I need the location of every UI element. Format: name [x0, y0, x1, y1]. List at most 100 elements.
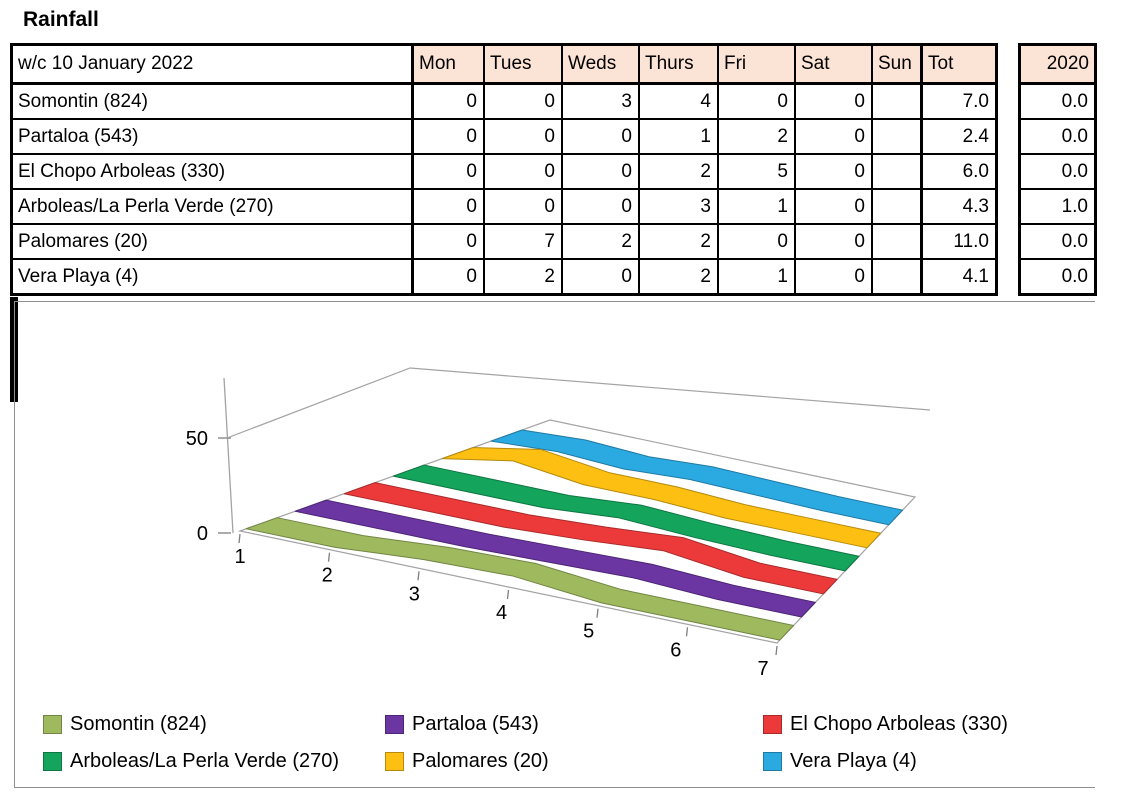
rain-value-cell: 0 [561, 258, 640, 296]
totals-header: Tot [920, 43, 998, 85]
rain-value-cell: 0 [794, 223, 873, 260]
category-axis-tick [596, 608, 599, 618]
x-tick-label: 5 [583, 621, 594, 643]
rain-value-cell: 1 [638, 118, 719, 155]
legend-label: El Chopo Arboleas (330) [790, 713, 1008, 735]
rain-value-cell: 0 [561, 153, 640, 190]
rain-value-cell: 4 [638, 82, 719, 120]
week-commencing-header: w/c 10 January 2022 [10, 43, 414, 85]
rain-value-cell: 7 [483, 223, 563, 260]
legend-item: El Chopo Arboleas (330) [763, 706, 1093, 743]
rain-value-cell: 2 [638, 223, 719, 260]
year-2020-row: 0.0 [1018, 153, 1097, 190]
rain-value-cell: 2 [483, 258, 563, 296]
year-2020-value-cell: 0.0 [1018, 153, 1097, 190]
location-name-cell: Palomares (20) [10, 223, 414, 260]
category-axis-tick [417, 571, 420, 581]
totals-row: 4.3 [920, 188, 998, 225]
legend-label: Arboleas/La Perla Verde (270) [70, 750, 340, 772]
legend-label: Vera Playa (4) [790, 750, 917, 772]
table-row: Palomares (20)0722000 [10, 223, 959, 260]
x-tick-label: 1 [234, 546, 245, 568]
ribbon-series-5 [441, 447, 882, 549]
rain-value-cell: 0 [483, 118, 563, 155]
legend-item: Somontin (824) [43, 706, 385, 743]
legend-label: Partaloa (543) [412, 713, 539, 735]
table-row: Partaloa (543)0001200 [10, 118, 959, 155]
x-tick-label: 2 [322, 565, 333, 587]
category-axis-tick [775, 645, 778, 656]
page-title: Rainfall [23, 8, 99, 31]
legend-item: Palomares (20) [385, 743, 763, 780]
total-value-cell: 2.4 [920, 118, 998, 155]
year-2020-value-cell: 0.0 [1018, 258, 1097, 296]
rain-value-cell: 0 [483, 188, 563, 225]
rain-value-cell: 0 [411, 153, 485, 190]
y-tick-label: 0 [197, 523, 208, 545]
year-2020-table: 2020 0.0 0.0 0.0 1.0 0.0 0.0 [1018, 43, 1097, 296]
rain-value-cell: 0 [794, 188, 873, 225]
year-2020-value-cell: 0.0 [1018, 82, 1097, 120]
legend-swatch [763, 715, 782, 734]
category-axis-tick [327, 552, 331, 562]
ribbon-series-3 [343, 482, 838, 595]
value-axis-line [223, 377, 234, 534]
x-tick-label: 4 [496, 602, 507, 624]
totals-table: Tot 7.0 2.4 6.0 4.3 11.0 4.1 [920, 43, 998, 296]
day-header-thurs: Thurs [638, 43, 719, 85]
year-2020-value-cell: 0.0 [1018, 118, 1097, 155]
legend-swatch [385, 715, 404, 734]
rain-value-cell: 0 [794, 82, 873, 120]
ribbon-series-4 [392, 464, 860, 572]
rain-value-cell: 0 [411, 223, 485, 260]
year-2020-row: 0.0 [1018, 82, 1097, 120]
rainfall-table: w/c 10 January 2022 Mon Tues Weds Thurs Fri Sa… [10, 43, 959, 296]
totals-row: 2.4 [920, 118, 998, 155]
legend-label: Somontin (824) [70, 713, 207, 735]
total-value-cell: 4.1 [920, 258, 998, 296]
location-name-cell: Arboleas/La Perla Verde (270) [10, 188, 414, 225]
year-2020-row: 0.0 [1018, 223, 1097, 260]
rainfall-3d-area-chart: 1 2 3 4 5 6 7 0 50 [186, 367, 931, 680]
ribbon-series-2 [294, 499, 816, 618]
day-header-sat: Sat [794, 43, 873, 85]
legend-item: Partaloa (543) [385, 706, 763, 743]
rain-value-cell: 3 [561, 82, 640, 120]
rain-value-cell: 0 [794, 153, 873, 190]
rain-value-cell: 0 [483, 153, 563, 190]
year-2020-row: 0.0 [1018, 118, 1097, 155]
category-axis-tick [506, 589, 510, 600]
table-row: El Chopo Arboleas (330)0002500 [10, 153, 959, 190]
rain-value-cell: 2 [717, 118, 796, 155]
year-2020-value-cell: 1.0 [1018, 188, 1097, 225]
chart-border-frame [14, 301, 1095, 788]
rain-value-cell: 0 [794, 258, 873, 296]
legend-item: Vera Playa (4) [763, 743, 1093, 780]
rain-value-cell: 0 [411, 118, 485, 155]
table-row: Somontin (824)0034000 [10, 82, 959, 120]
category-axis-tick [238, 533, 241, 544]
totals-row: 6.0 [920, 153, 998, 190]
location-name-cell: Vera Playa (4) [10, 258, 414, 296]
legend-swatch [43, 715, 62, 734]
rain-value-cell: 0 [717, 82, 796, 120]
year-2020-header: 2020 [1018, 43, 1097, 85]
total-value-cell: 4.3 [920, 188, 998, 225]
rain-value-cell: 0 [411, 188, 485, 225]
category-axis-tick [685, 627, 689, 637]
legend-label: Palomares (20) [412, 750, 549, 772]
legend-swatch [385, 752, 404, 771]
totals-row: 7.0 [920, 82, 998, 120]
table-row: Vera Playa (4)0202100 [10, 258, 959, 296]
total-value-cell: 11.0 [920, 223, 998, 260]
gridline-50 [226, 367, 931, 439]
rain-value-cell: 0 [483, 82, 563, 120]
chart-legend: Somontin (824) Partaloa (543) El Chopo Arb… [43, 706, 1093, 780]
x-tick-label: 6 [670, 639, 681, 661]
y-tick-label: 50 [186, 428, 208, 450]
rain-value-cell: 0 [717, 223, 796, 260]
year-2020-row: 0.0 [1018, 258, 1097, 296]
rain-value-cell: 3 [638, 188, 719, 225]
year-2020-value-cell: 0.0 [1018, 223, 1097, 260]
location-name-cell: Somontin (824) [10, 82, 414, 120]
